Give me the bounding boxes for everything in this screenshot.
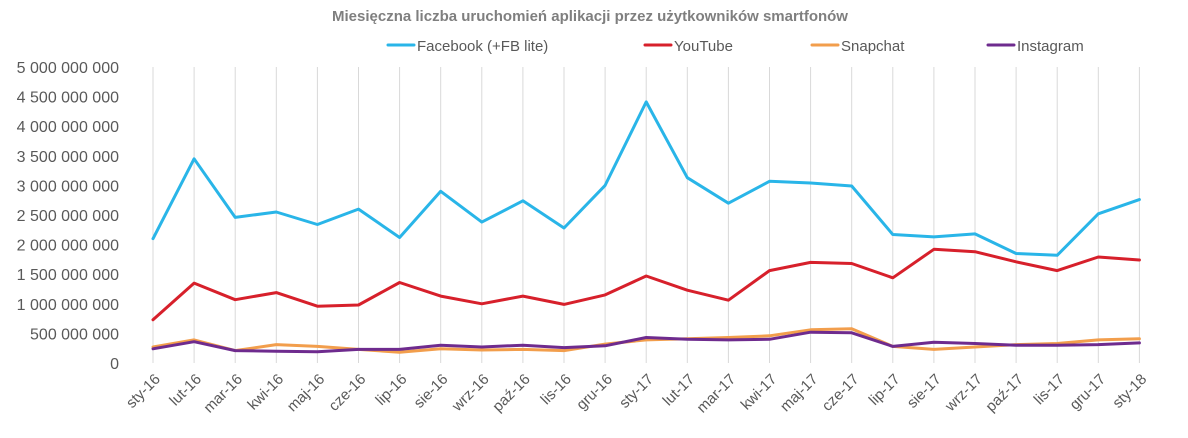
x-tick-label: cze-17 — [819, 371, 863, 415]
y-tick-label: 500 000 000 — [30, 326, 119, 343]
x-tick-label: paź-17 — [982, 371, 1026, 415]
x-tick-label: gru-17 — [1066, 371, 1109, 414]
x-tick-label: wrz-16 — [448, 371, 493, 416]
x-tick-label: lut-16 — [166, 371, 205, 410]
chart-title: Miesięczna liczba uruchomień aplikacji p… — [332, 8, 848, 25]
x-tick-label: paź-16 — [489, 371, 533, 415]
y-tick-label: 4 000 000 000 — [17, 119, 119, 136]
x-tick-label: wrz-17 — [941, 371, 986, 416]
x-tick-label: maj-16 — [284, 371, 328, 415]
x-tick-label: kwi-17 — [738, 371, 781, 414]
x-tick-label: gru-16 — [573, 371, 616, 414]
x-tick-label: lip-16 — [372, 371, 410, 409]
y-tick-label: 3 000 000 000 — [17, 178, 119, 195]
legend-label-instagram: Instagram — [1017, 38, 1084, 55]
y-tick-label: 0 — [110, 356, 119, 373]
y-tick-label: 3 500 000 000 — [17, 149, 119, 166]
y-tick-label: 2 000 000 000 — [17, 238, 119, 255]
x-tick-label: sie-17 — [904, 371, 945, 412]
x-tick-label: sty-18 — [1109, 371, 1150, 412]
y-tick-label: 4 500 000 000 — [17, 90, 119, 107]
y-tick-label: 1 000 000 000 — [17, 297, 119, 314]
x-tick-label: lis-16 — [537, 371, 574, 408]
legend-label-snapchat: Snapchat — [841, 38, 905, 55]
x-tick-label: sie-16 — [411, 371, 452, 412]
x-tick-label: lip-17 — [866, 371, 904, 409]
series-line-instagram — [151, 330, 1141, 354]
x-tick-label: sty-17 — [616, 371, 657, 412]
series-line-facebook-fb-lite — [151, 100, 1141, 257]
y-tick-label: 1 500 000 000 — [17, 267, 119, 284]
x-tick-label: sty-16 — [123, 371, 164, 412]
legend-label-youtube: YouTube — [674, 38, 733, 55]
x-tick-label: mar-16 — [200, 371, 246, 417]
x-tick-label: lis-17 — [1031, 371, 1068, 408]
y-tick-label: 2 500 000 000 — [17, 208, 119, 225]
vertical-gridlines — [152, 67, 1140, 363]
x-tick-label: mar-17 — [694, 371, 740, 417]
series-line-youtube — [151, 247, 1141, 322]
y-tick-label: 5 000 000 000 — [17, 60, 119, 77]
legend: Facebook (+FB lite) YouTube Snapchat Instag… — [386, 38, 1084, 55]
y-axis: 0 500 000 000 1 000 000 000 1 500 000 000 2 … — [17, 60, 119, 373]
x-tick-label: kwi-16 — [244, 371, 287, 414]
x-tick-label: maj-17 — [777, 371, 821, 415]
series-line-snapchat — [151, 327, 1141, 354]
x-tick-label: cze-16 — [325, 371, 369, 415]
x-tick-label: lut-17 — [660, 371, 699, 410]
legend-label-facebook-fb-lite: Facebook (+FB lite) — [417, 38, 548, 55]
series-group — [151, 100, 1141, 354]
